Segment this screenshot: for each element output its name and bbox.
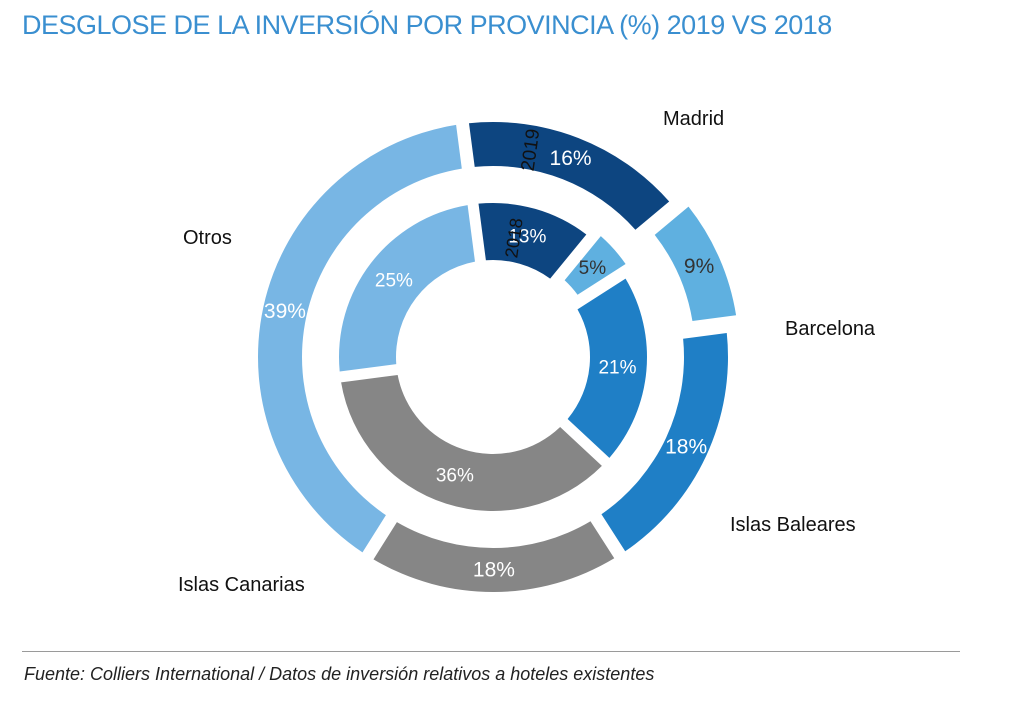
data-label-2019-islas-canarias: 18%	[473, 558, 515, 581]
data-label-2018-madrid: 13%	[508, 226, 546, 247]
data-label-2019-barcelona: 9%	[684, 255, 714, 278]
category-label-islas-baleares: Islas Baleares	[730, 514, 856, 536]
data-label-2019-islas-baleares: 18%	[665, 435, 707, 458]
category-label-islas-canarias: Islas Canarias	[178, 574, 305, 596]
slice-2019-barcelona	[654, 206, 737, 321]
slice-2019-islas-baleares	[601, 332, 728, 552]
data-label-2019-madrid: 16%	[550, 147, 592, 170]
source-divider	[22, 651, 960, 652]
data-label-2018-islas-baleares: 21%	[598, 358, 636, 379]
data-label-2019-otros: 39%	[264, 300, 306, 323]
slice-2019-madrid	[468, 122, 670, 230]
data-label-2018-otros: 25%	[375, 270, 413, 291]
slice-2019-islas-canarias	[373, 521, 615, 592]
category-label-madrid: Madrid	[663, 108, 724, 130]
data-label-2018-islas-canarias: 36%	[436, 466, 474, 487]
slice-2019-otros	[257, 124, 462, 553]
chart-title: DESGLOSE DE LA INVERSIÓN POR PROVINCIA (…	[22, 10, 832, 40]
category-label-otros: Otros	[183, 227, 232, 249]
slice-2018-islas-canarias	[341, 375, 602, 511]
slice-2018-barcelona	[564, 236, 626, 295]
slice-2018-islas-baleares	[567, 278, 647, 458]
data-label-2018-barcelona: 5%	[579, 258, 607, 279]
slice-2018-madrid	[478, 203, 587, 279]
source-note: Fuente: Colliers International / Datos d…	[24, 664, 655, 684]
slice-2018-otros	[339, 205, 475, 372]
category-label-barcelona: Barcelona	[785, 318, 876, 340]
